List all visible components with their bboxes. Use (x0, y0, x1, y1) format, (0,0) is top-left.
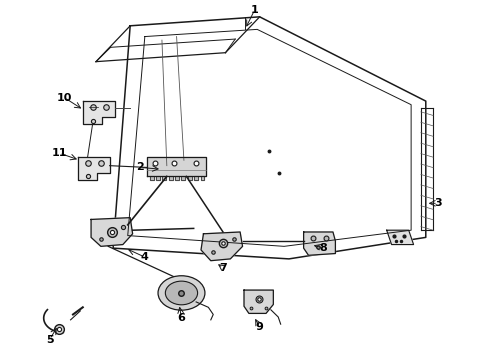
Polygon shape (244, 290, 273, 314)
Polygon shape (175, 176, 179, 180)
Polygon shape (113, 17, 426, 259)
Polygon shape (150, 176, 154, 180)
Polygon shape (304, 232, 335, 255)
Text: 2: 2 (136, 162, 144, 172)
Polygon shape (201, 232, 243, 261)
Circle shape (158, 276, 205, 310)
Text: 6: 6 (177, 313, 185, 323)
Polygon shape (78, 157, 110, 180)
Text: 11: 11 (51, 148, 67, 158)
Polygon shape (169, 176, 172, 180)
Polygon shape (181, 176, 185, 180)
Text: 5: 5 (46, 334, 53, 345)
Text: 3: 3 (434, 198, 442, 208)
Polygon shape (83, 101, 115, 125)
Polygon shape (162, 176, 166, 180)
Text: 7: 7 (219, 263, 227, 273)
Polygon shape (156, 176, 160, 180)
Circle shape (165, 281, 197, 305)
Text: 9: 9 (256, 322, 264, 332)
Text: 4: 4 (141, 252, 149, 262)
Polygon shape (147, 157, 206, 176)
Polygon shape (188, 176, 192, 180)
Polygon shape (200, 176, 204, 180)
Polygon shape (91, 218, 133, 246)
Polygon shape (194, 176, 198, 180)
Polygon shape (387, 230, 414, 244)
Text: 1: 1 (251, 5, 259, 15)
Text: 10: 10 (56, 93, 72, 103)
Text: 8: 8 (319, 243, 327, 253)
